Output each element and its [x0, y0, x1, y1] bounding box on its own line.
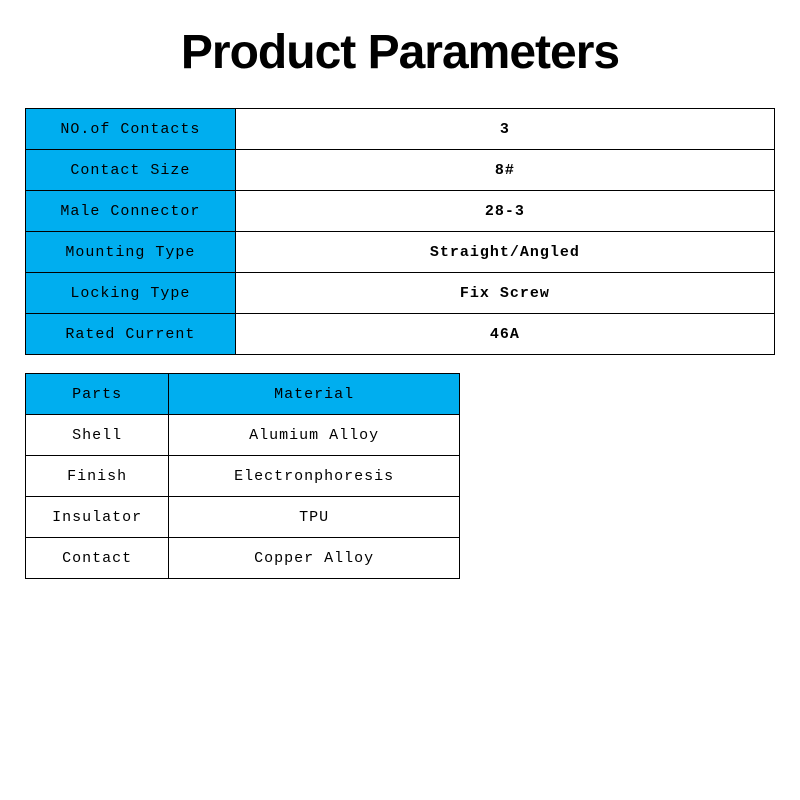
material-value: TPU [169, 497, 460, 538]
parameters-table: NO.of Contacts 3 Contact Size 8# Male Co… [25, 108, 775, 355]
param-label: Mounting Type [26, 232, 236, 273]
material-part: Shell [26, 415, 169, 456]
table-row: Finish Electronphoresis [26, 456, 460, 497]
table-row: Contact Size 8# [26, 150, 775, 191]
table-row: Mounting Type Straight/Angled [26, 232, 775, 273]
column-header-material: Material [169, 374, 460, 415]
param-value: 8# [235, 150, 774, 191]
material-part: Finish [26, 456, 169, 497]
materials-table-head: Parts Material [26, 374, 460, 415]
param-label: Contact Size [26, 150, 236, 191]
table-row: Insulator TPU [26, 497, 460, 538]
table-row: Rated Current 46A [26, 314, 775, 355]
table-header-row: Parts Material [26, 374, 460, 415]
param-value: Fix Screw [235, 273, 774, 314]
materials-table-body: Shell Alumium Alloy Finish Electronphore… [26, 415, 460, 579]
param-label: Locking Type [26, 273, 236, 314]
material-value: Electronphoresis [169, 456, 460, 497]
param-label: NO.of Contacts [26, 109, 236, 150]
table-row: NO.of Contacts 3 [26, 109, 775, 150]
page-title: Product Parameters [25, 25, 775, 80]
parameters-table-body: NO.of Contacts 3 Contact Size 8# Male Co… [26, 109, 775, 355]
table-row: Contact Copper Alloy [26, 538, 460, 579]
param-value: 3 [235, 109, 774, 150]
param-value: 46A [235, 314, 774, 355]
param-label: Rated Current [26, 314, 236, 355]
param-value: Straight/Angled [235, 232, 774, 273]
table-row: Shell Alumium Alloy [26, 415, 460, 456]
materials-table: Parts Material Shell Alumium Alloy Finis… [25, 373, 460, 579]
material-part: Insulator [26, 497, 169, 538]
param-label: Male Connector [26, 191, 236, 232]
param-value: 28-3 [235, 191, 774, 232]
table-row: Locking Type Fix Screw [26, 273, 775, 314]
material-value: Copper Alloy [169, 538, 460, 579]
column-header-parts: Parts [26, 374, 169, 415]
material-value: Alumium Alloy [169, 415, 460, 456]
table-row: Male Connector 28-3 [26, 191, 775, 232]
material-part: Contact [26, 538, 169, 579]
